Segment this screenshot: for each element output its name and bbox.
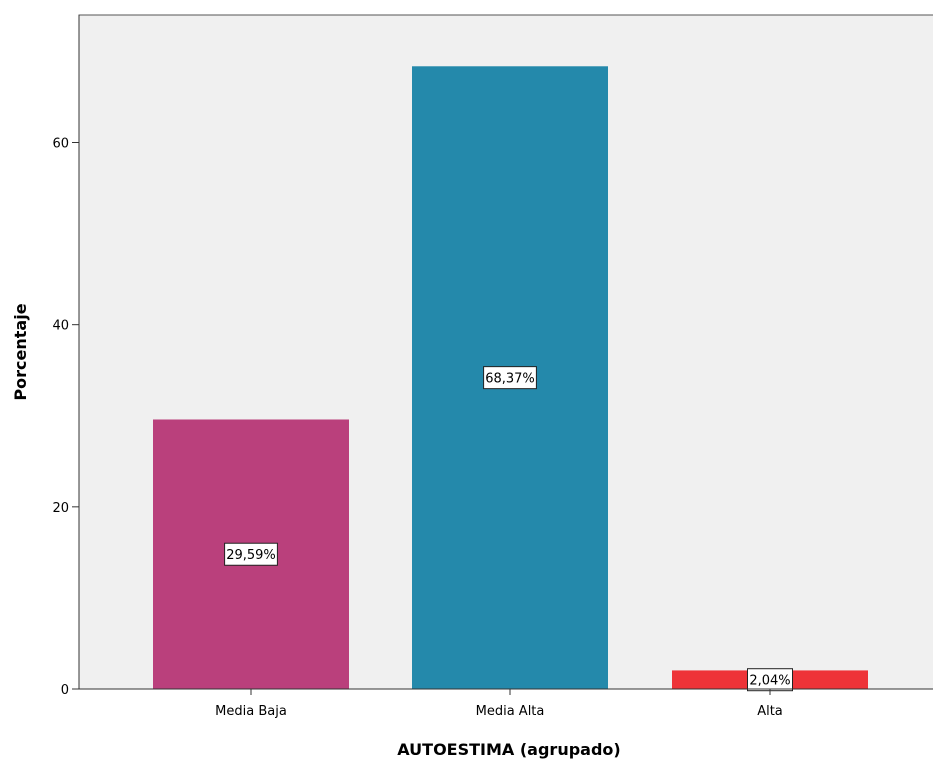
x-tick-label: Media Alta bbox=[476, 704, 545, 719]
data-label-box bbox=[483, 366, 537, 390]
data-label-text: 29,59% bbox=[226, 548, 276, 563]
x-axis-title: AUTOESTIMA (agrupado) bbox=[397, 740, 620, 759]
y-axis: 0 20 40 60 bbox=[52, 15, 80, 698]
data-label: 68,37% bbox=[483, 366, 537, 390]
y-axis-title: Porcentaje bbox=[11, 303, 30, 400]
x-tick-label: Media Baja bbox=[215, 704, 287, 719]
y-tick-label: 60 bbox=[52, 137, 69, 152]
data-label: 29,59% bbox=[224, 542, 278, 566]
y-tick-label: 40 bbox=[52, 319, 69, 334]
y-tick-label: 20 bbox=[52, 501, 69, 516]
data-label-text: 2,04% bbox=[749, 674, 790, 689]
x-tick-label: Alta bbox=[757, 704, 783, 719]
data-label-text: 68,37% bbox=[485, 372, 535, 387]
y-tick-label: 0 bbox=[61, 683, 69, 698]
x-axis: Media Baja Media Alta Alta bbox=[79, 688, 933, 719]
data-label: 2,04% bbox=[747, 668, 793, 692]
data-labels-layer: 29,59% 68,37% 2,04% bbox=[224, 366, 793, 692]
data-label-box bbox=[224, 542, 278, 566]
